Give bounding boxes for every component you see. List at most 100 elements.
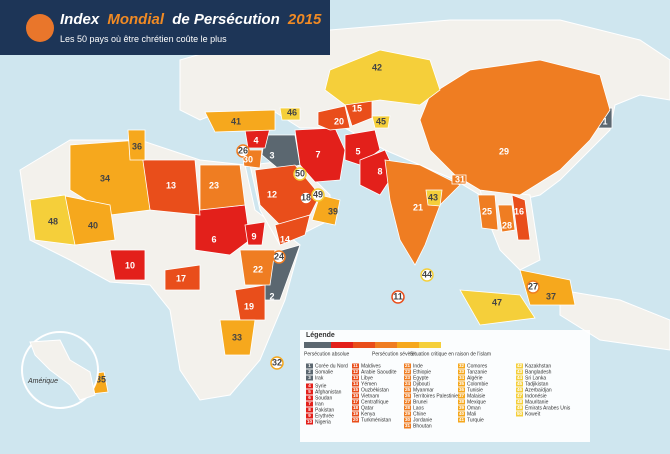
- legend-country: Colombie: [467, 381, 488, 387]
- legend-rank-box: [516, 369, 523, 375]
- legend-country: Arabie Saoudite: [361, 369, 397, 375]
- legend-rank: 36: [459, 387, 465, 392]
- globe-icon: [26, 14, 54, 42]
- legend-rank: 12: [353, 369, 359, 374]
- title-banner: [0, 0, 330, 55]
- legend-rank-box: [516, 375, 523, 381]
- legend-country: Inde: [413, 363, 423, 369]
- rank-label: 9: [251, 231, 256, 241]
- subtitle: Les 50 pays où être chrétien coûte le pl…: [60, 34, 227, 44]
- legend-rank: 42: [517, 363, 523, 368]
- rank-label: 18: [301, 192, 311, 202]
- legend-rank-box: [458, 387, 465, 393]
- rank-label: 27: [528, 281, 538, 291]
- legend-country: Irak: [315, 375, 324, 381]
- legend-rank: 26: [405, 393, 411, 398]
- legend-rank-box: [458, 417, 465, 423]
- legend-rank: 43: [517, 369, 523, 374]
- legend-country: Mali: [467, 411, 476, 417]
- legend-rank: 27: [405, 399, 411, 404]
- legend-rank-box: [404, 363, 411, 369]
- legend-country: Kazakhstan: [525, 363, 551, 369]
- rank-label: 45: [376, 116, 386, 126]
- rank-dot: [236, 144, 250, 158]
- country-area: [234, 284, 266, 321]
- legend-country: Libye: [361, 375, 373, 381]
- legend-country: Algérie: [467, 375, 483, 381]
- legend-rank: 25: [405, 387, 411, 392]
- country-area: [511, 194, 531, 241]
- rank-label: 19: [244, 301, 254, 311]
- legend-country: Chine: [413, 411, 426, 417]
- legend-rank: 7: [308, 401, 311, 406]
- rank-label: 11: [393, 291, 403, 301]
- legend-country: Ouzbékistan: [361, 387, 389, 393]
- legend-rank-box: [404, 417, 411, 423]
- legend-country: Turkménistan: [361, 417, 391, 423]
- rank-label: 50: [295, 168, 305, 178]
- legend-country: Kenya: [361, 411, 375, 417]
- ranked-countries: [29, 49, 613, 395]
- legend-country: Djibouti: [413, 381, 430, 387]
- legend-country: Maldives: [361, 363, 381, 369]
- legend-rank: 28: [405, 405, 411, 410]
- title: Index Mondial de Persécution 2015: [60, 11, 322, 28]
- legend-rank-box: [352, 369, 359, 375]
- rank-label: 15: [352, 103, 362, 113]
- legend-rank-box: [516, 399, 523, 405]
- rank-label: 43: [428, 192, 438, 202]
- country-area: [419, 59, 611, 196]
- legend-rank-box: [516, 381, 523, 387]
- legend-rank-box: [306, 413, 313, 419]
- legend-rank: 16: [353, 393, 359, 398]
- legend: Persécution absolue Persécution sévèreSit…: [304, 342, 571, 429]
- country-area: [425, 189, 443, 207]
- legend-country: Somalie: [315, 369, 333, 375]
- rank-label: 36: [132, 141, 142, 151]
- legend-rank-box: [352, 399, 359, 405]
- legend-country: Syrie: [315, 383, 327, 389]
- legend-rank-box: [352, 381, 359, 387]
- legend-rank: 30: [405, 417, 411, 422]
- legend-country: Mauritanie: [525, 399, 549, 405]
- legend-rank-box: [458, 369, 465, 375]
- legend-rank: 17: [353, 399, 359, 404]
- legend-rank-box: [306, 375, 313, 381]
- legend-rank: 29: [405, 411, 411, 416]
- legend-rank: 33: [459, 369, 465, 374]
- legend-rank: 11: [353, 363, 358, 368]
- rank-dot: [272, 250, 286, 264]
- title-part: 2015: [287, 11, 322, 28]
- legend-rank-box: [306, 401, 313, 407]
- legend-rank-box: [306, 363, 313, 369]
- rank-dot: [391, 290, 405, 304]
- legend-rank-box: [352, 405, 359, 411]
- rank-label: 48: [48, 216, 58, 226]
- scale-swatch: [353, 342, 375, 348]
- legend-country: Qatar: [361, 405, 374, 411]
- scale-swatch: [397, 342, 419, 348]
- legend-country: Bhoutan: [413, 423, 432, 429]
- legend-country: Soudan: [315, 395, 332, 401]
- legend-country: Azerbaïdjan: [525, 387, 552, 393]
- legend-country: Pakistan: [315, 407, 334, 413]
- rank-label: 25: [482, 206, 492, 216]
- legend-rank-box: [306, 383, 313, 389]
- legend-rank: 20: [353, 417, 359, 422]
- legend-country: Nigeria: [315, 419, 331, 425]
- legend-rank-box: [516, 405, 523, 411]
- legend-rank-box: [352, 411, 359, 417]
- legend-rank-box: [458, 393, 465, 399]
- legend-rank-box: [352, 417, 359, 423]
- legend-rank: 15: [353, 387, 359, 392]
- country-area: [519, 269, 576, 306]
- legend-country: Territoires Palestiniens: [413, 393, 464, 399]
- rank-label: 1: [602, 116, 607, 126]
- country-area: [279, 107, 301, 121]
- legend-country: Bangladesh: [525, 369, 552, 375]
- legend-rank-box: [306, 369, 313, 375]
- rank-label: 33: [232, 332, 242, 342]
- legend-country: Brunei: [413, 399, 427, 405]
- legend-rank-box: [516, 411, 523, 417]
- legend-rank: 18: [353, 405, 359, 410]
